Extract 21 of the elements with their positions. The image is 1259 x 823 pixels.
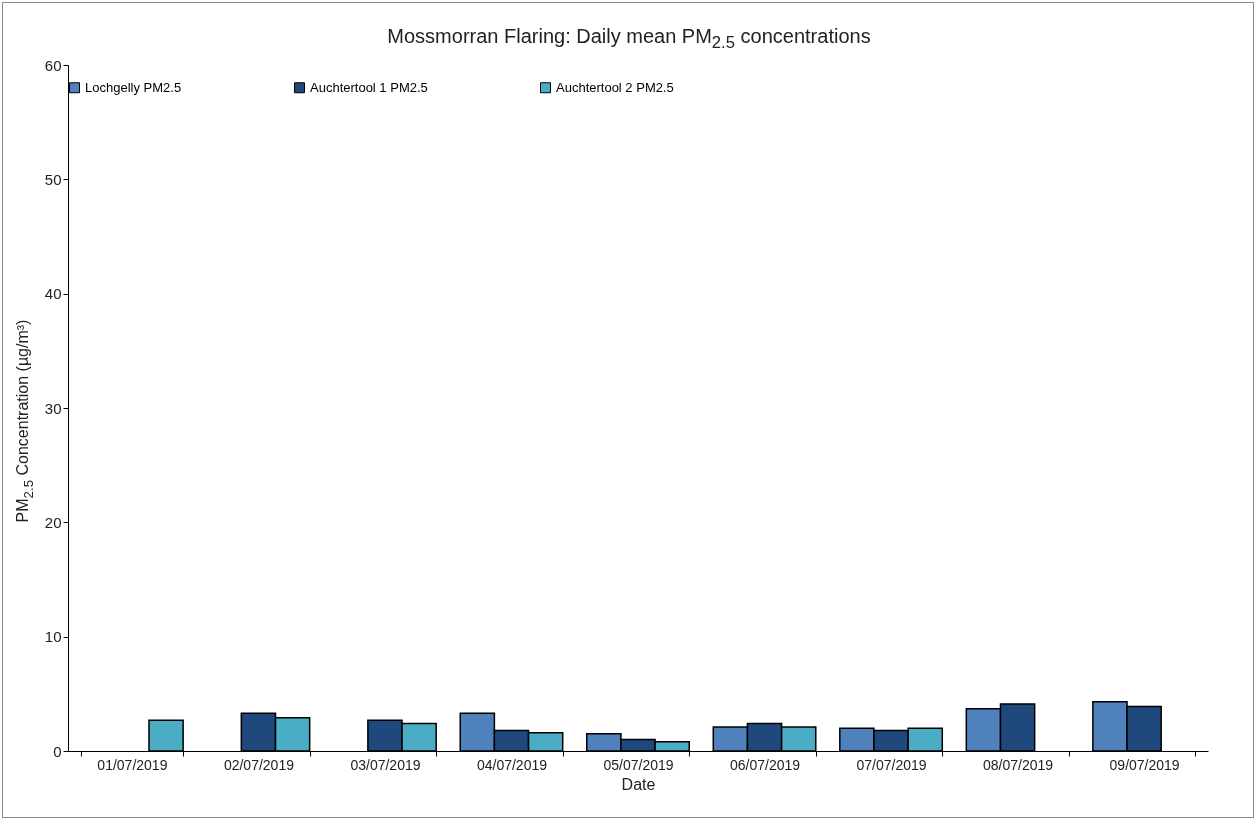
x-tick-label: 04/07/2019 — [476, 756, 548, 773]
x-tick-label: 05/07/2019 — [603, 756, 674, 773]
y-tick-label: 30 — [44, 399, 62, 417]
x-tick-label: 09/07/2019 — [1109, 756, 1180, 773]
x-tick-label: 08/07/2019 — [983, 756, 1054, 773]
x-tick-label: 06/07/2019 — [729, 756, 801, 773]
y-tick-label: 0 — [53, 742, 62, 760]
x-axis-title: Date — [621, 775, 656, 793]
y-tick-label: 50 — [44, 170, 62, 188]
y-tick-label: 60 — [44, 56, 62, 74]
y-tick-label: 20 — [44, 513, 62, 531]
x-tick-label: 07/07/2019 — [856, 756, 927, 773]
legend-label: Lochgelly PM2.5 — [85, 79, 182, 95]
x-tick-label: 01/07/2019 — [97, 756, 168, 773]
x-tick-label: 03/07/2019 — [350, 756, 421, 773]
y-tick-label: 40 — [44, 285, 62, 303]
legend-label: Auchtertool 1 PM2.5 — [310, 79, 428, 95]
legend-label: Auchtertool 2 PM2.5 — [556, 79, 674, 95]
y-tick-label: 10 — [44, 628, 62, 646]
chart-title: Mossmorran Flaring: Daily mean PM$_{2.5}$ concentrations — [386, 25, 872, 53]
x-tick-label: 02/07/2019 — [223, 756, 295, 773]
